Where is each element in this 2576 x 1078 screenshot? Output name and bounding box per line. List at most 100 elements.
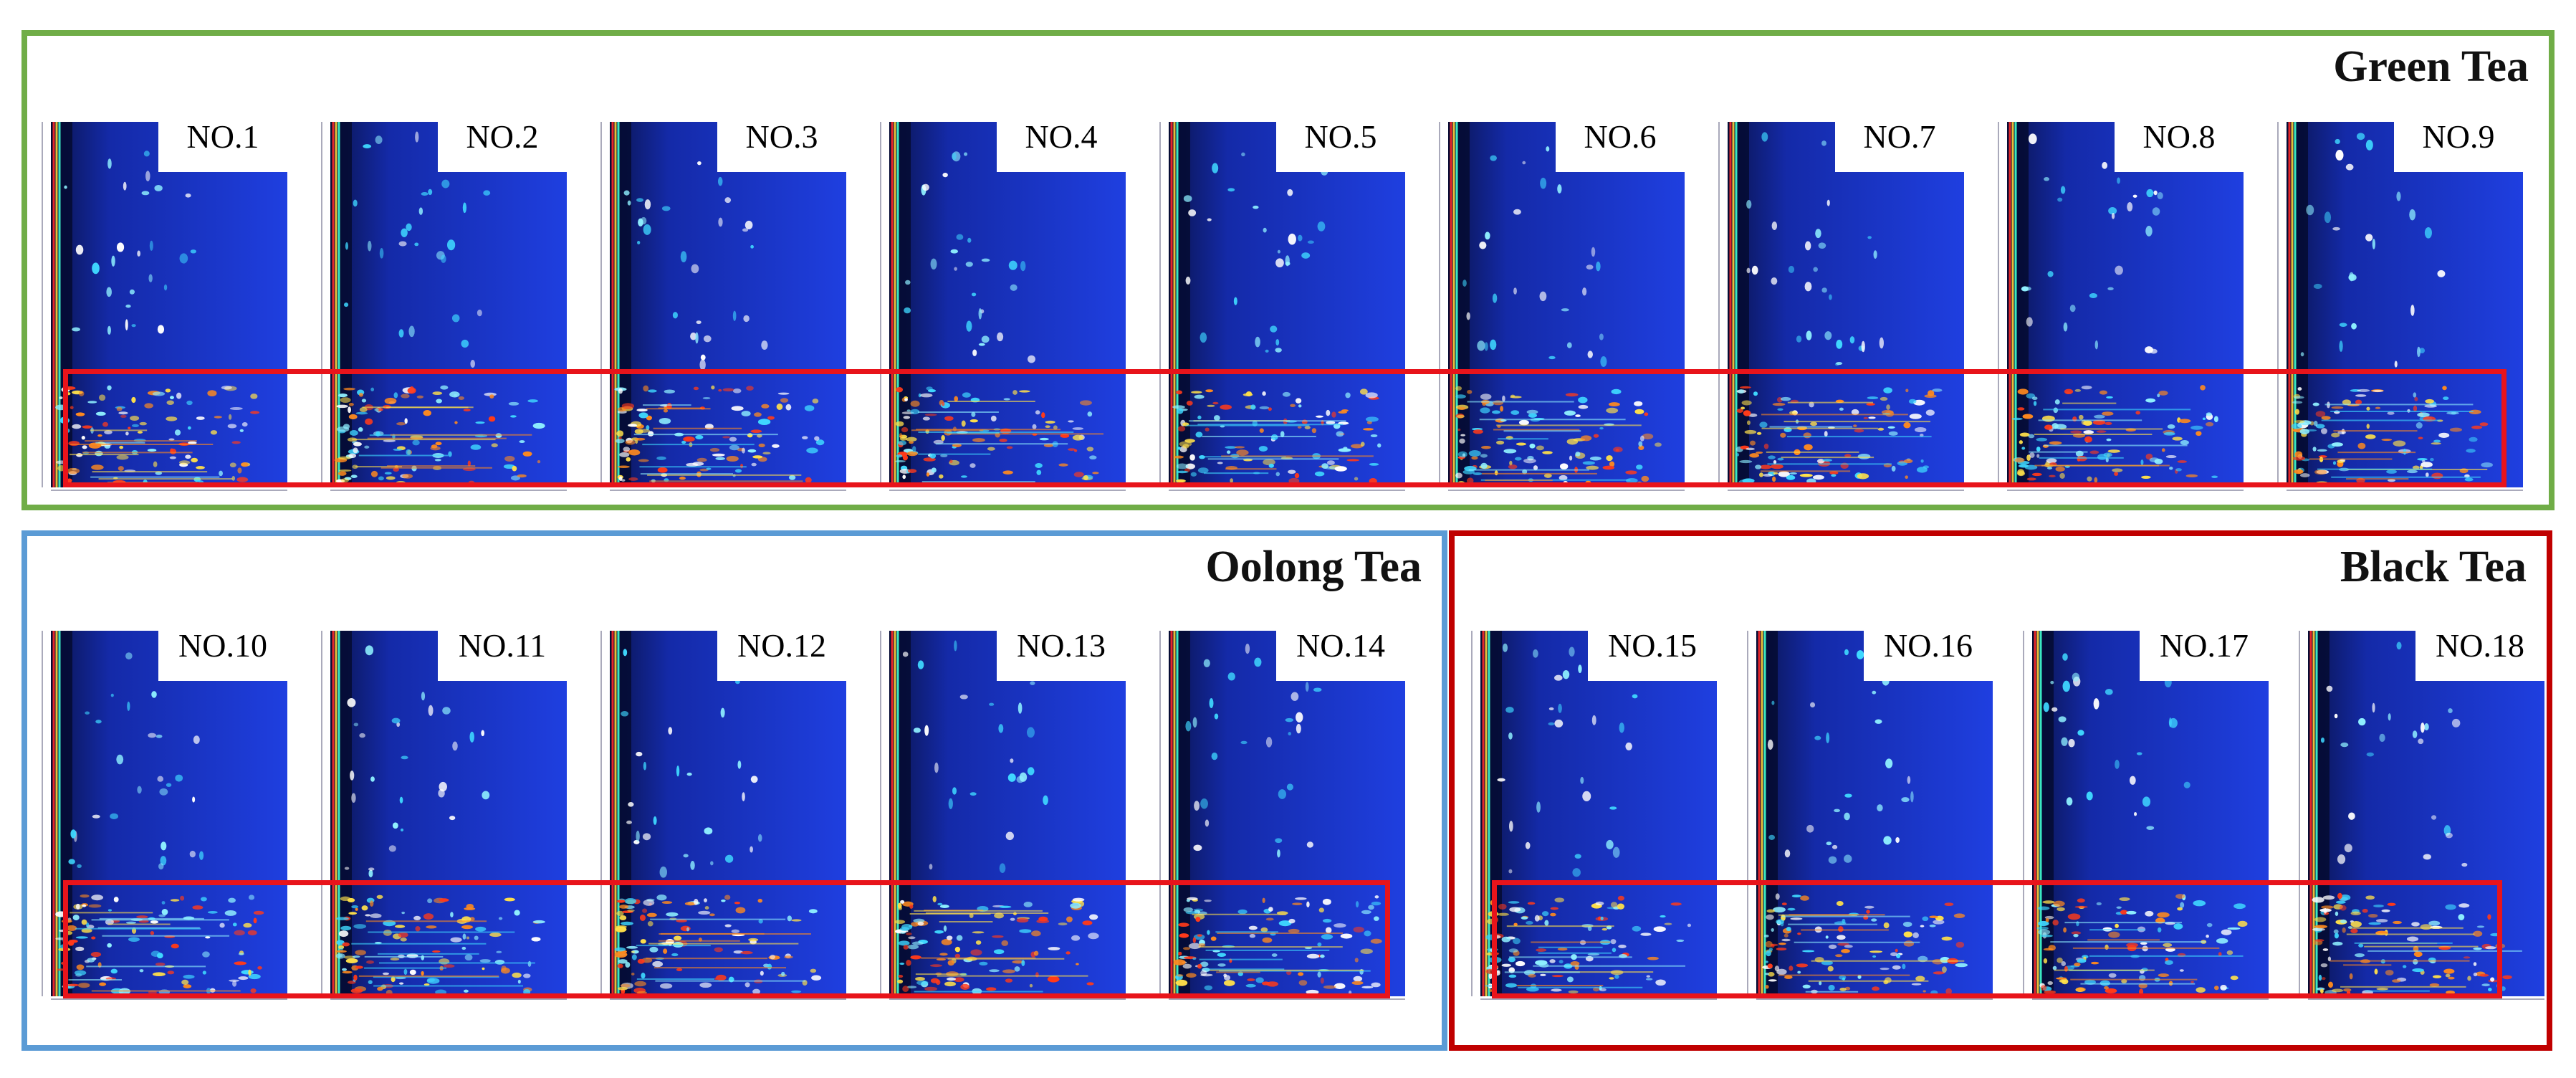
peak (1204, 900, 1212, 902)
peak (2490, 977, 2495, 982)
peak (897, 979, 904, 984)
peak (2314, 917, 2327, 922)
peak (2417, 457, 2428, 461)
peak (1245, 983, 1256, 988)
peak (2431, 815, 2437, 820)
peak (449, 816, 456, 821)
peak (1851, 409, 1859, 416)
peak (527, 399, 538, 403)
peak (2443, 396, 2449, 401)
peak (125, 304, 131, 308)
peak (1836, 339, 1843, 349)
peak (1810, 421, 1818, 426)
peak (161, 841, 167, 851)
peak (1593, 434, 1599, 438)
peak (724, 924, 732, 927)
peak (1240, 740, 1248, 745)
peak (1306, 989, 1319, 995)
plot-field (610, 122, 846, 487)
peak (481, 730, 485, 737)
peak (2418, 738, 2424, 745)
peak (1768, 971, 1775, 977)
peak (2322, 895, 2335, 900)
peak (2321, 416, 2331, 420)
peak (1027, 355, 1035, 363)
peak (926, 472, 930, 477)
peak (2145, 910, 2154, 917)
peak (625, 961, 631, 968)
peak (55, 404, 67, 411)
peak (1351, 444, 1363, 449)
peak (378, 476, 384, 481)
peak (740, 464, 744, 469)
peak (1494, 965, 1499, 969)
peak (87, 401, 97, 404)
peak (1297, 426, 1302, 429)
peak (2335, 138, 2340, 145)
peak (1194, 801, 1200, 811)
peak (1177, 447, 1181, 450)
peak (2337, 892, 2342, 900)
peak (696, 457, 707, 462)
peak (1746, 420, 1751, 425)
peak (1006, 446, 1013, 449)
peak (1248, 925, 1258, 930)
sample-plot: NO.9 (2268, 100, 2533, 502)
peak (2366, 424, 2370, 429)
peak (965, 262, 973, 267)
peak (1768, 834, 1775, 840)
peak (92, 262, 100, 275)
peak (673, 935, 682, 941)
chromatogram-image (1718, 122, 1964, 491)
peak (2340, 905, 2347, 911)
peak (993, 949, 1005, 955)
peak (1070, 902, 1081, 909)
peak (785, 404, 792, 411)
peak (1321, 934, 1334, 940)
peak (1564, 410, 1576, 416)
peak (401, 755, 408, 760)
peak (703, 335, 712, 343)
peak (906, 437, 917, 442)
peak (359, 733, 365, 738)
peak (1835, 954, 1843, 958)
peak (1554, 897, 1565, 903)
peak (1541, 911, 1549, 917)
peak (205, 936, 211, 939)
peak (1911, 983, 1922, 986)
peak (161, 909, 168, 915)
peak (1493, 935, 1501, 939)
peak (2044, 990, 2057, 994)
peak (2423, 854, 2431, 860)
peak (2413, 392, 2417, 398)
peak (2183, 781, 2190, 788)
peak (1490, 339, 1497, 350)
peak (207, 910, 218, 914)
peak (1023, 901, 1033, 907)
peak (1306, 841, 1313, 848)
peak (1739, 386, 1751, 389)
peak (724, 854, 734, 863)
peak (402, 474, 413, 479)
peak (335, 953, 345, 959)
peak (237, 467, 242, 474)
sample-label: NO.13 (997, 609, 1126, 681)
peak (1089, 914, 1098, 920)
peak (2312, 447, 2317, 452)
plot-field (1169, 122, 1405, 487)
peak (2061, 737, 2068, 746)
peak (2424, 723, 2429, 731)
peak (2070, 430, 2082, 434)
peak (1543, 473, 1552, 478)
peak (1490, 900, 1493, 905)
peak (1838, 926, 1844, 932)
peak (2017, 407, 2025, 411)
peak (1336, 431, 1344, 437)
peak (637, 240, 641, 245)
peak (1771, 928, 1774, 932)
peak (1072, 427, 1084, 430)
peak (347, 981, 356, 984)
peak (1922, 916, 1929, 922)
peak (1909, 414, 1922, 419)
peak (185, 454, 191, 459)
